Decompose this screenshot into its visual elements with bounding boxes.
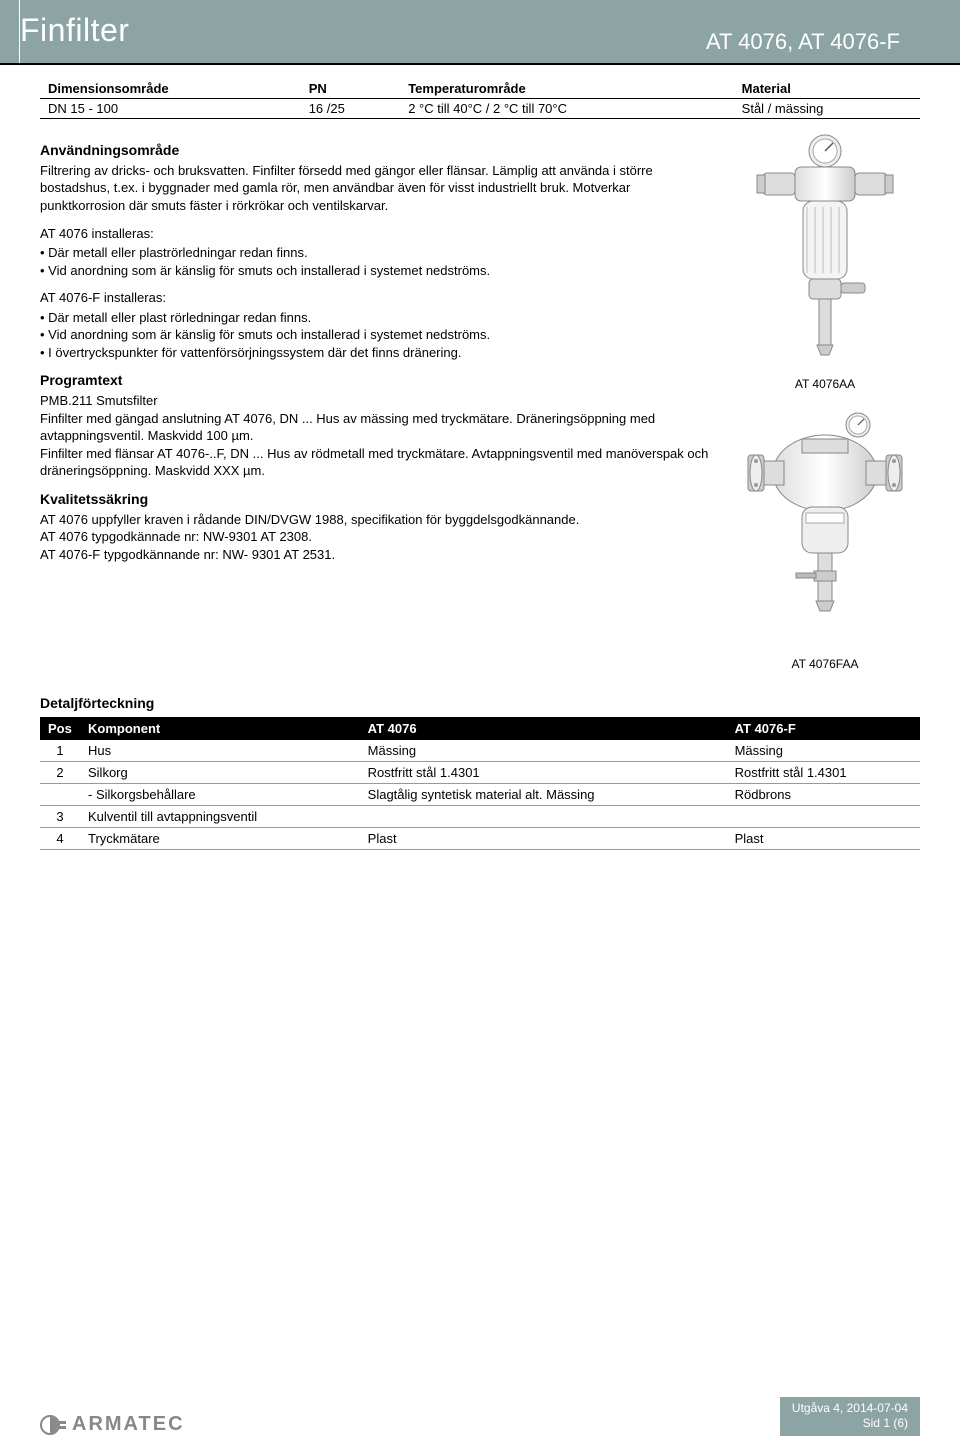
spec-c4: Stål / mässing	[734, 99, 920, 119]
footer-edition-box: Utgåva 4, 2014-07-04 Sid 1 (6)	[780, 1397, 920, 1436]
spec-c2: 16 /25	[301, 99, 401, 119]
spec-h1: Dimensionsområde	[40, 79, 301, 99]
logo-icon	[40, 1415, 66, 1435]
brand-logo-text: ARMATEC	[72, 1413, 185, 1436]
list-item: Vid anordning som är känslig för smuts o…	[40, 326, 710, 344]
detail-th-b: AT 4076-F	[727, 717, 920, 740]
detail-th-comp: Komponent	[80, 717, 360, 740]
page-footer: ARMATEC Utgåva 4, 2014-07-04 Sid 1 (6)	[40, 1397, 920, 1436]
table-row: 3 Kulventil till avtappningsventil	[40, 806, 920, 828]
spec-h3: Temperaturområde	[400, 79, 733, 99]
header-side-mark	[0, 0, 20, 63]
detail-table: Pos Komponent AT 4076 AT 4076-F 1 Hus Mä…	[40, 717, 920, 850]
list-item: Vid anordning som är känslig för smuts o…	[40, 262, 710, 280]
footer-page: Sid 1 (6)	[792, 1416, 908, 1432]
spec-h2: PN	[301, 79, 401, 99]
install-a-list: Där metall eller plaströrledningar redan…	[40, 244, 710, 279]
header-band: Finfilter AT 4076, AT 4076-F	[0, 0, 960, 65]
table-row: 4 Tryckmätare Plast Plast	[40, 828, 920, 850]
page-subtitle: AT 4076, AT 4076-F	[20, 29, 940, 55]
table-row: 2 Silkorg Rostfritt stål 1.4301 Rostfrit…	[40, 762, 920, 784]
programtext-body: Finfilter med gängad anslutning AT 4076,…	[40, 410, 710, 480]
footer-edition: Utgåva 4, 2014-07-04	[792, 1401, 908, 1417]
table-row: - Silkorgsbehållare Slagtålig syntetisk …	[40, 784, 920, 806]
list-item: I övertryckspunkter för vattenförsörjnin…	[40, 344, 710, 362]
detail-th-a: AT 4076	[360, 717, 727, 740]
list-item: Där metall eller plaströrledningar redan…	[40, 244, 710, 262]
list-item: Där metall eller plast rörledningar reda…	[40, 309, 710, 327]
detail-heading: Detaljförteckning	[40, 695, 920, 711]
detail-th-pos: Pos	[40, 717, 80, 740]
programtext-heading: Programtext	[40, 371, 710, 390]
spec-c3: 2 °C till 40°C / 2 °C till 70°C	[400, 99, 733, 119]
product-image-1-caption: AT 4076AA	[730, 377, 920, 391]
spec-c1: DN 15 - 100	[40, 99, 301, 119]
usage-heading: Användningsområde	[40, 141, 710, 160]
install-b-heading: AT 4076-F installeras:	[40, 289, 710, 307]
table-row: 1 Hus Mässing Mässing	[40, 740, 920, 762]
spec-table: Dimensionsområde PN Temperaturområde Mat…	[40, 79, 920, 119]
product-image-2	[740, 411, 910, 651]
kvalitet-body: AT 4076 uppfyller kraven i rådande DIN/D…	[40, 511, 710, 564]
product-image-2-caption: AT 4076FAA	[730, 657, 920, 671]
product-image-1	[745, 131, 905, 371]
brand-logo: ARMATEC	[40, 1413, 185, 1436]
spec-h4: Material	[734, 79, 920, 99]
install-a-heading: AT 4076 installeras:	[40, 225, 710, 243]
programtext-subheading: PMB.211 Smutsfilter	[40, 392, 710, 410]
install-b-list: Där metall eller plast rörledningar reda…	[40, 309, 710, 362]
usage-body: Filtrering av dricks- och bruksvatten. F…	[40, 162, 710, 215]
kvalitet-heading: Kvalitetssäkring	[40, 490, 710, 509]
